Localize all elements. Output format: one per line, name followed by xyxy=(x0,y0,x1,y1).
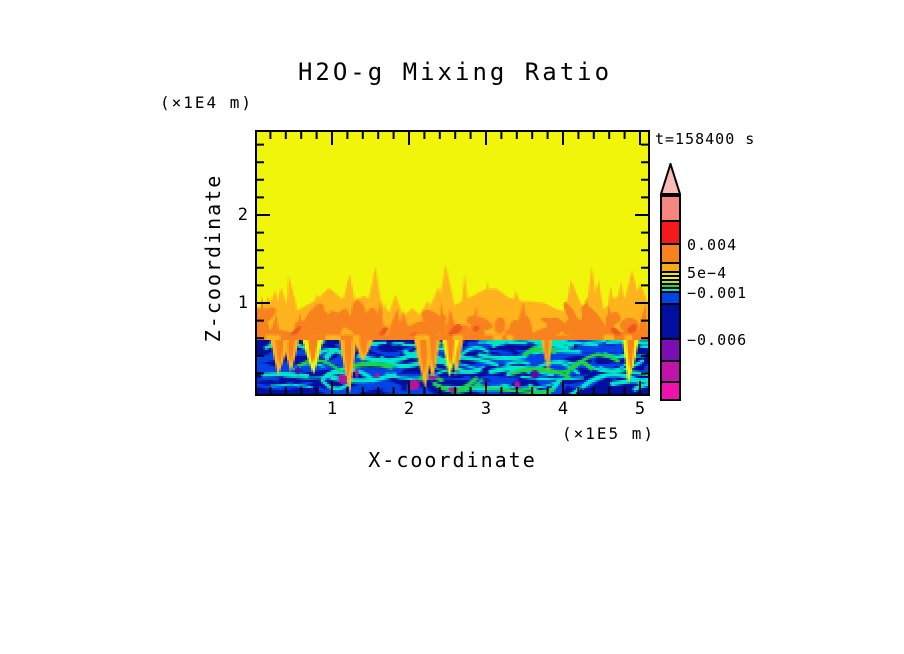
x-tick-label: 5 xyxy=(634,399,646,419)
colorbar-segment xyxy=(662,222,679,245)
colorbar-segment xyxy=(662,285,679,289)
colorbar-segment xyxy=(662,264,679,273)
x-axis-title: X-coordinate xyxy=(368,448,537,472)
colorbar-segment xyxy=(662,289,679,293)
colorbar-segment xyxy=(662,245,679,264)
colorbar-segment xyxy=(662,340,679,362)
colorbar-segment xyxy=(662,273,679,277)
x-tick-label: 2 xyxy=(403,399,415,419)
colorbar-tick-label: 0.004 xyxy=(687,236,738,254)
colorbar-segment xyxy=(662,293,679,305)
x-tick-label: 1 xyxy=(326,399,338,419)
colorbar-segment xyxy=(662,197,679,222)
plot-area xyxy=(255,130,650,396)
colorbar-tick-label: −0.006 xyxy=(687,331,748,349)
z-axis-title: Z-coordinate xyxy=(201,173,225,343)
time-annotation: t=158400 s xyxy=(655,130,756,148)
colorbar-segment xyxy=(662,362,679,383)
colorbar-arrow-shape xyxy=(659,160,682,195)
colorbar-arrow-icon xyxy=(659,160,682,195)
colorbar xyxy=(660,195,681,401)
z-axis-units-label: (×1E4 m) xyxy=(160,93,254,112)
colorbar-tick-label: −0.001 xyxy=(687,284,748,302)
z-tick-label: 2 xyxy=(237,205,248,225)
colorbar-segment xyxy=(662,277,679,281)
x-tick-label: 4 xyxy=(557,399,569,419)
colorbar-segment xyxy=(662,305,679,340)
x-axis-units-label: (×1E5 m) xyxy=(562,424,656,443)
colorbar-segment xyxy=(662,281,679,285)
x-tick-label: 3 xyxy=(480,399,492,419)
z-tick-label: 1 xyxy=(237,293,248,313)
chart-title: H2O-g Mixing Ratio xyxy=(297,58,613,86)
heatmap-field xyxy=(257,132,648,394)
colorbar-segment xyxy=(662,383,679,399)
colorbar-tick-label: 5e−4 xyxy=(687,264,728,282)
